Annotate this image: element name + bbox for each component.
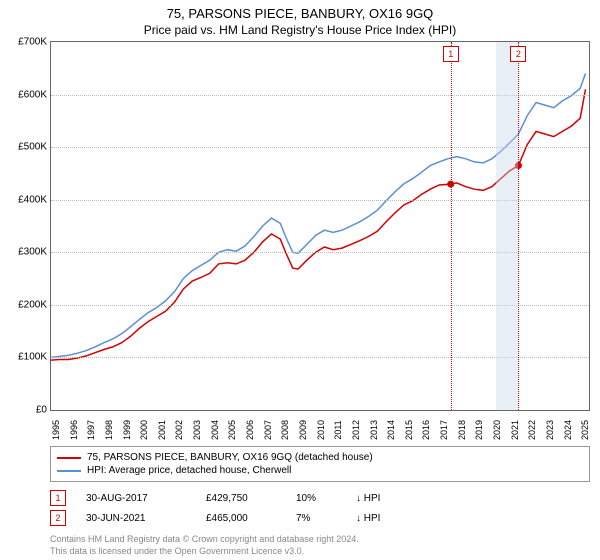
x-tick-label: 1998: [104, 420, 114, 440]
x-tick-label: 2009: [298, 420, 308, 440]
x-tick-label: 2000: [139, 420, 149, 440]
sales-table: 1 30-AUG-2017 £429,750 10% ↓ HPI 2 30-JUN-2021…: [50, 488, 590, 528]
x-tick-label: 2020: [492, 420, 502, 440]
x-tick-label: 2006: [245, 420, 255, 440]
y-tick-label: £100K: [3, 352, 47, 363]
x-tick-label: 1995: [51, 420, 61, 440]
sale-row: 2 30-JUN-2021 £465,000 7% ↓ HPI: [50, 508, 590, 528]
x-tick-label: 2023: [545, 420, 555, 440]
sale-vs-hpi: ↓ HPI: [356, 493, 380, 504]
event-marker: 1: [443, 46, 459, 62]
sale-price: £429,750: [206, 493, 276, 504]
y-tick-label: £700K: [3, 37, 47, 48]
plot-area: £0£100K£200K£300K£400K£500K£600K£700K199…: [50, 41, 590, 411]
x-tick-label: 2015: [404, 420, 414, 440]
x-tick-label: 2022: [527, 420, 537, 440]
sale-number: 1: [50, 490, 66, 506]
y-tick-label: £400K: [3, 194, 47, 205]
sale-date: 30-JUN-2021: [86, 513, 186, 524]
x-tick-label: 2018: [457, 420, 467, 440]
x-tick-label: 2011: [333, 420, 343, 439]
x-tick-label: 2019: [474, 420, 484, 440]
chart-title: 75, PARSONS PIECE, BANBURY, OX16 9GQ: [0, 0, 600, 21]
legend-row: HPI: Average price, detached house, Cher…: [57, 464, 583, 477]
x-tick-label: 2012: [351, 420, 361, 440]
x-tick-label: 2010: [316, 420, 326, 440]
sale-price: £465,000: [206, 513, 276, 524]
event-band: [496, 42, 519, 410]
footer-line1: Contains HM Land Registry data © Crown c…: [50, 534, 590, 546]
sale-pct: 10%: [296, 493, 336, 504]
x-tick-label: 2024: [563, 420, 573, 440]
event-marker: 2: [510, 46, 526, 62]
x-tick-label: 2007: [263, 420, 273, 440]
x-tick-label: 2025: [580, 420, 590, 440]
y-tick-label: £0: [3, 405, 47, 416]
x-tick-label: 2004: [210, 420, 220, 440]
event-line: [451, 42, 452, 410]
x-tick-label: 2013: [369, 420, 379, 440]
legend-swatch: [57, 457, 81, 459]
x-tick-label: 2005: [227, 420, 237, 440]
sale-number: 2: [50, 510, 66, 526]
footer-line2: This data is licensed under the Open Gov…: [50, 546, 590, 558]
x-tick-label: 2008: [280, 420, 290, 440]
legend-label: HPI: Average price, detached house, Cher…: [87, 465, 291, 476]
x-tick-label: 1999: [122, 420, 132, 440]
legend-row: 75, PARSONS PIECE, BANBURY, OX16 9GQ (de…: [57, 451, 583, 464]
legend-swatch: [57, 470, 81, 472]
sale-pct: 7%: [296, 513, 336, 524]
x-tick-label: 2016: [421, 420, 431, 440]
footer-text: Contains HM Land Registry data © Crown c…: [50, 534, 590, 557]
event-line: [518, 42, 519, 410]
x-tick-label: 2003: [192, 420, 202, 440]
y-tick-label: £300K: [3, 247, 47, 258]
x-tick-label: 1996: [69, 420, 79, 440]
legend-box: 75, PARSONS PIECE, BANBURY, OX16 9GQ (de…: [50, 446, 590, 482]
chart-subtitle: Price paid vs. HM Land Registry's House …: [0, 21, 600, 41]
x-tick-label: 1997: [86, 420, 96, 440]
legend-label: 75, PARSONS PIECE, BANBURY, OX16 9GQ (de…: [87, 452, 373, 463]
x-tick-label: 2002: [174, 420, 184, 440]
x-tick-label: 2021: [510, 420, 520, 440]
y-tick-label: £600K: [3, 89, 47, 100]
chart-container: 75, PARSONS PIECE, BANBURY, OX16 9GQ Pri…: [0, 0, 600, 560]
sale-vs-hpi: ↓ HPI: [356, 513, 380, 524]
y-tick-label: £200K: [3, 299, 47, 310]
y-tick-label: £500K: [3, 142, 47, 153]
below-chart: 75, PARSONS PIECE, BANBURY, OX16 9GQ (de…: [50, 446, 590, 557]
x-tick-label: 2001: [157, 420, 167, 440]
sale-date: 30-AUG-2017: [86, 493, 186, 504]
x-tick-label: 2017: [439, 420, 449, 440]
sale-row: 1 30-AUG-2017 £429,750 10% ↓ HPI: [50, 488, 590, 508]
x-tick-label: 2014: [386, 420, 396, 440]
